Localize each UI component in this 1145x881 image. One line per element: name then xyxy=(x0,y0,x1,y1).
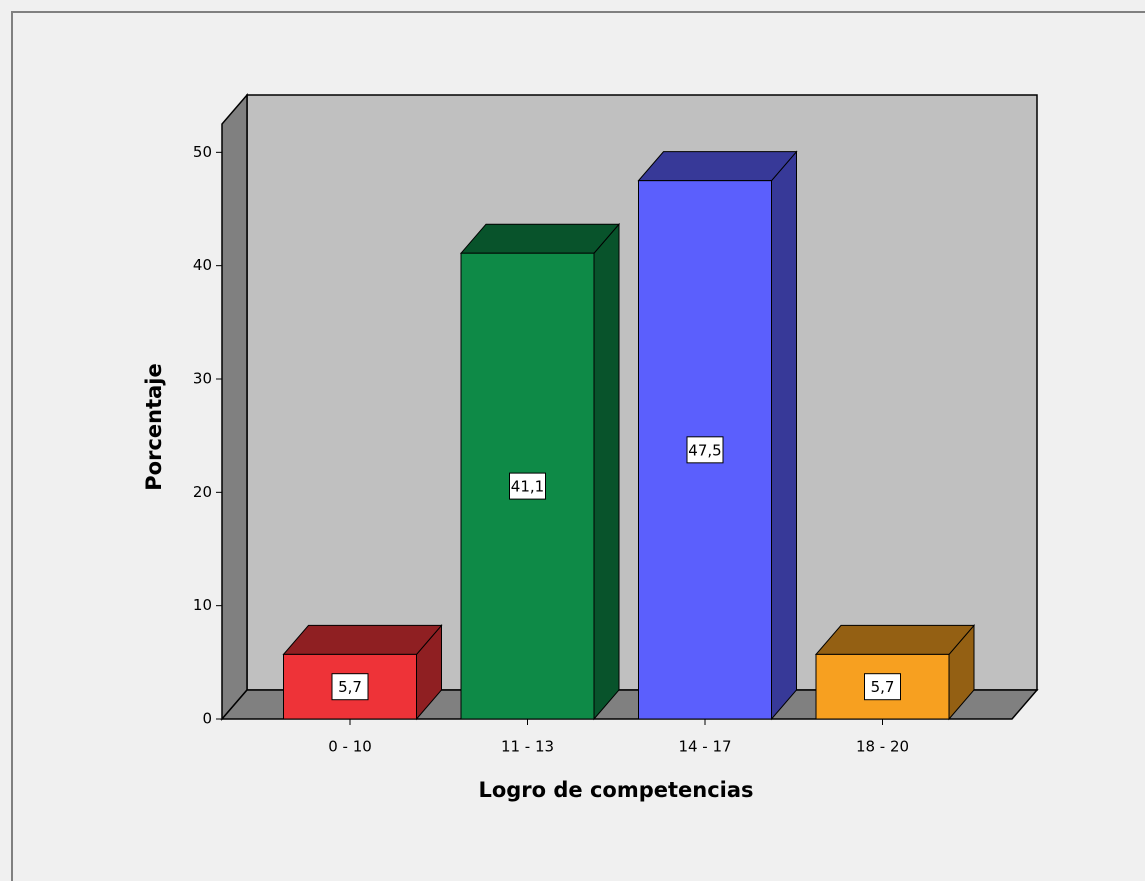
value-label-box xyxy=(331,673,369,701)
value-label: 5,7 xyxy=(871,678,895,696)
x-tick-label: 11 - 13 xyxy=(501,738,554,756)
x-tick-label: 0 - 10 xyxy=(328,738,372,756)
y-tick-label: 40 xyxy=(193,256,212,274)
bar-side xyxy=(771,150,797,721)
value-label: 5,7 xyxy=(338,678,362,696)
y-tick-label: 0 xyxy=(202,710,212,728)
value-label-box xyxy=(686,436,724,464)
bar-side xyxy=(593,222,620,721)
y-axis-title: Porcentaje xyxy=(142,363,166,490)
x-axis-title: Logro de competencias xyxy=(478,778,753,802)
y-tick-label: 30 xyxy=(193,370,212,388)
value-label: 47,5 xyxy=(688,441,721,459)
bar-top xyxy=(282,624,443,655)
plot: 0 10 20 30 40 50 5,7 0 - 10 41,1 11 - 13 47,5 14 - … xyxy=(193,92,1039,756)
left-wall xyxy=(221,92,248,722)
bar-top xyxy=(459,223,621,254)
bar-top xyxy=(814,624,976,655)
bar-top xyxy=(637,151,798,182)
value-label: 41,1 xyxy=(511,478,544,496)
y-tick-label: 50 xyxy=(193,143,212,161)
y-tick-label: 10 xyxy=(193,596,212,614)
value-label-box xyxy=(864,673,901,701)
value-label-box xyxy=(509,472,546,500)
x-tick-label: 14 - 17 xyxy=(678,738,731,756)
y-tick-label: 20 xyxy=(193,483,212,501)
x-tick-label: 18 - 20 xyxy=(856,738,909,756)
